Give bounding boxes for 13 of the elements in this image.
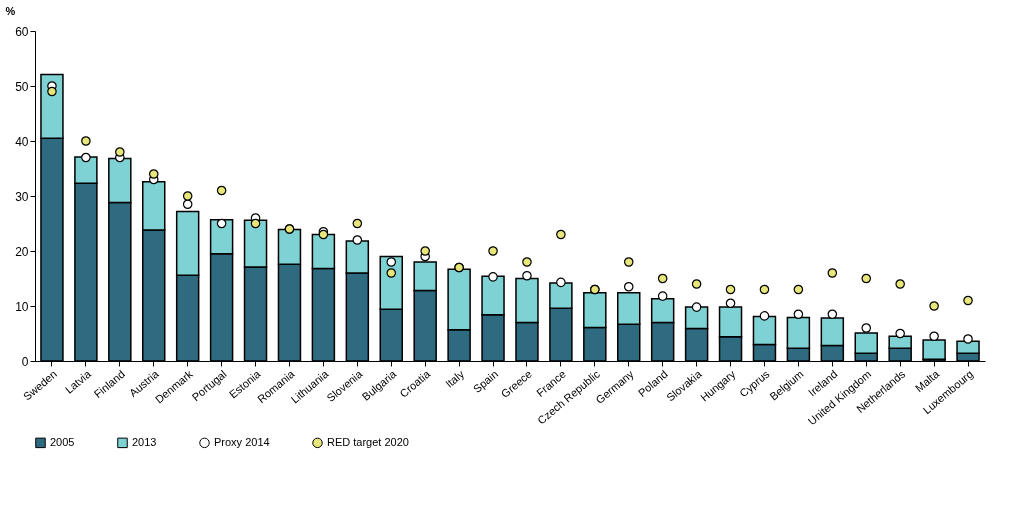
y-tick-label: 60: [15, 24, 29, 39]
y-tick-label: 40: [15, 134, 29, 149]
legend-label: 2005: [50, 435, 75, 448]
y-tick-label: 0: [21, 354, 29, 369]
legend-label: Proxy 2014: [214, 435, 270, 448]
legend-label: RED target 2020: [327, 435, 409, 448]
y-tick-label: 30: [15, 189, 29, 204]
x-tick-label: Italy: [443, 367, 467, 390]
y-tick-label: 10: [15, 299, 29, 314]
y-tick-label: 20: [15, 244, 29, 259]
y-axis-title: %: [5, 4, 16, 17]
y-tick-label: 50: [15, 79, 29, 94]
legend-label: 2013: [132, 435, 157, 448]
